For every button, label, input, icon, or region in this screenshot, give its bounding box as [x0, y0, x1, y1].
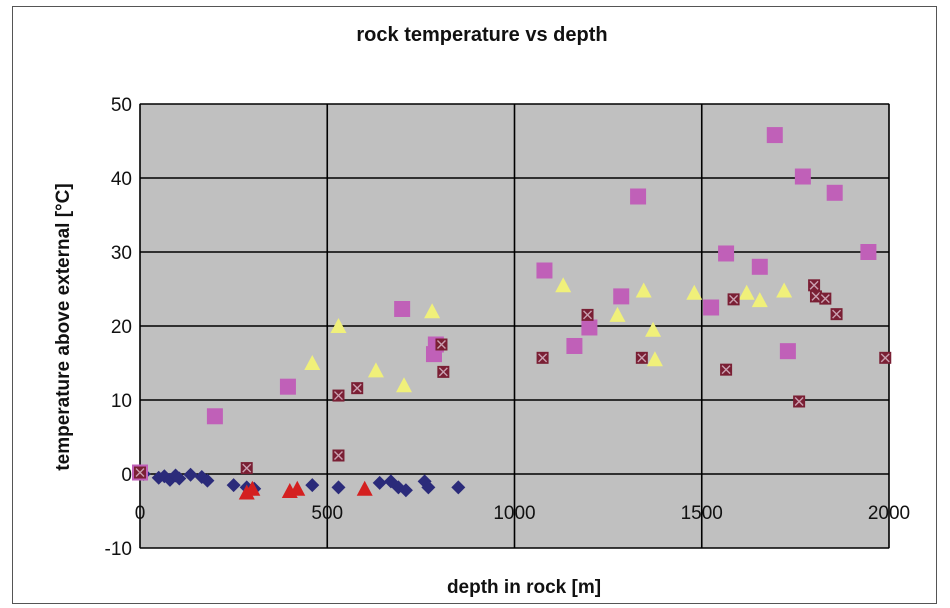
triangle-marker	[635, 282, 652, 298]
x-square-marker-cross	[880, 353, 890, 363]
x-square-marker-cross	[811, 291, 821, 301]
triangle-marker	[289, 480, 306, 496]
square-marker	[860, 244, 877, 260]
x-square-marker	[134, 466, 146, 479]
x-square-marker	[808, 279, 821, 292]
diamond-marker	[226, 478, 241, 493]
x-square-marker-cross	[242, 463, 252, 473]
triangle-marker	[686, 284, 703, 300]
triangle-marker	[609, 306, 626, 322]
x-tick-label: 2000	[868, 503, 910, 524]
diamond-marker	[172, 471, 187, 486]
triangle-marker	[646, 351, 663, 367]
chart-title: rock temperature vs depth	[356, 24, 607, 46]
x-square-marker	[435, 338, 448, 351]
x-square-marker	[809, 290, 822, 303]
x-tick-label: 0	[135, 503, 146, 524]
x-square-marker	[332, 449, 345, 462]
diamond-marker	[200, 473, 215, 488]
square-marker	[826, 184, 843, 201]
x-square-marker	[793, 395, 806, 408]
y-tick-label: 20	[111, 317, 132, 338]
x-square-marker-cross	[333, 391, 343, 401]
x-square-marker	[830, 308, 843, 321]
diamond-marker	[451, 480, 466, 495]
x-square-marker	[879, 351, 892, 364]
x-square-marker-cross	[438, 367, 448, 377]
diamond-marker	[331, 480, 346, 495]
square-marker	[779, 343, 796, 360]
diamond-marker	[421, 480, 436, 495]
x-square-marker-cross	[721, 365, 731, 375]
x-square-marker-cross	[794, 396, 804, 406]
x-tick-label: 500	[311, 503, 343, 524]
x-square-marker	[581, 308, 594, 321]
triangle-marker	[424, 303, 441, 319]
square-marker	[279, 378, 296, 395]
x-square-marker-cross	[436, 340, 446, 349]
x-square-marker	[332, 389, 345, 402]
x-square-marker-cross	[809, 280, 819, 290]
triangle-marker	[330, 318, 347, 333]
x-tick-label: 1500	[681, 503, 723, 524]
y-tick-label: 0	[121, 465, 132, 486]
x-square-marker	[727, 293, 740, 306]
triangle-marker	[555, 277, 572, 293]
triangle-marker	[367, 362, 384, 378]
square-marker	[703, 299, 720, 316]
triangle-marker	[645, 321, 662, 337]
square-marker	[206, 408, 223, 425]
y-tick-label: 40	[111, 169, 132, 190]
diamond-marker	[398, 483, 413, 498]
x-square-marker-cross	[135, 468, 145, 478]
x-square-marker-cross	[729, 294, 739, 304]
y-tick-label: -10	[105, 539, 132, 560]
square-marker	[566, 337, 583, 354]
x-square-marker-cross	[832, 309, 842, 319]
x-square-marker-cross	[333, 451, 343, 460]
y-tick-label: 30	[111, 243, 132, 264]
y-axis-label: temperature above external [°C]	[53, 183, 74, 470]
square-marker	[536, 262, 553, 279]
triangle-marker	[396, 377, 413, 393]
x-square-marker	[240, 462, 253, 475]
x-square-marker	[536, 351, 549, 364]
x-square-marker	[351, 382, 364, 395]
triangle-marker	[244, 480, 261, 496]
square-marker	[394, 300, 411, 317]
square-marker	[613, 288, 630, 305]
square-marker	[581, 319, 598, 336]
triangle-marker	[304, 355, 321, 370]
scatter-chart: rock temperature vs depth -1001020304050…	[53, 24, 911, 598]
x-square-marker-cross	[637, 353, 647, 363]
x-square-marker-cross	[583, 310, 593, 320]
square-marker	[718, 245, 735, 262]
diamond-marker	[305, 478, 320, 493]
diamond-marker	[183, 467, 198, 482]
triangle-marker	[751, 292, 768, 308]
chart-frame: rock temperature vs depth -10 0 10 20 30 40 50…	[12, 6, 937, 604]
x-square-marker	[720, 363, 733, 376]
diamond-marker	[372, 475, 387, 490]
gridlines	[139, 103, 890, 549]
x-square-marker	[819, 292, 832, 305]
x-square-marker-cross	[352, 383, 362, 393]
x-square-marker	[635, 351, 648, 364]
triangle-marker	[738, 284, 755, 300]
square-marker	[794, 168, 811, 185]
triangle-marker	[776, 282, 793, 298]
x-square-marker-cross	[538, 353, 548, 363]
data-points	[132, 127, 892, 500]
y-tick-label: 10	[111, 391, 132, 412]
x-axis-label: depth in rock [m]	[447, 577, 601, 598]
x-square-marker	[437, 365, 450, 378]
square-marker	[766, 127, 783, 144]
y-tick-label: 50	[111, 95, 132, 116]
x-tick-label: 1000	[493, 503, 535, 524]
square-marker	[630, 188, 647, 205]
triangle-marker	[356, 480, 373, 496]
x-square-marker-cross	[820, 294, 830, 304]
square-marker	[751, 258, 768, 275]
